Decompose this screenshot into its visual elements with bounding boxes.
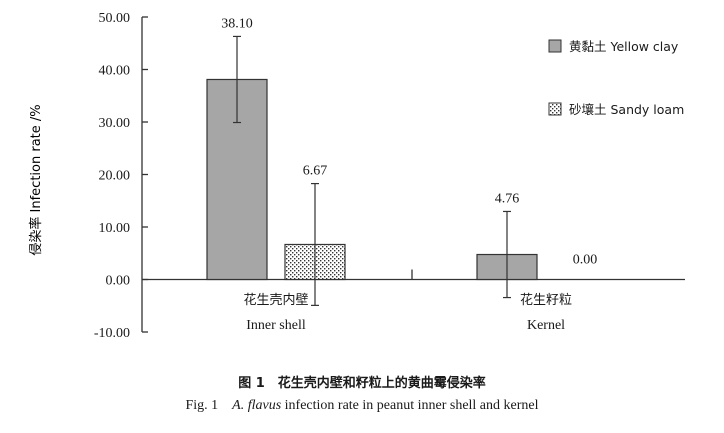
legend-label: 黄黏土 Yellow clay xyxy=(569,39,679,54)
y-tick-label: 40.00 xyxy=(99,64,131,79)
data-label: 38.10 xyxy=(221,16,253,31)
data-label: 6.67 xyxy=(303,164,328,179)
y-tick-label: 30.00 xyxy=(99,116,131,131)
bars: 38.10 4.76 6.67 0.00 xyxy=(206,16,598,306)
y-tick-label: 0.00 xyxy=(106,274,131,289)
legend: 黄黏土 Yellow clay 砂壤土 Sandy loam xyxy=(548,39,684,117)
category-label-cn: 花生壳内壁 xyxy=(243,292,308,308)
y-tick-label: 50.00 xyxy=(99,11,131,26)
x-axis: 花生壳内壁 Inner shell 花生籽粒 Kernel xyxy=(142,269,685,333)
category-label-cn: 花生籽粒 xyxy=(520,292,572,308)
data-label: 0.00 xyxy=(573,253,598,268)
y-tick-label: 10.00 xyxy=(99,221,131,236)
legend-label: 砂壤土 Sandy loam xyxy=(569,102,684,117)
figure-caption-english: Fig. 1 A. flavus infection rate in peanu… xyxy=(0,394,724,414)
legend-swatch xyxy=(548,102,562,116)
data-label: 4.76 xyxy=(495,191,520,206)
caption-suffix: infection rate in peanut inner shell and… xyxy=(281,398,539,413)
y-axis-label: 侵染率 Infection rate /% xyxy=(28,104,44,255)
y-axis: 50.00 40.00 30.00 20.00 10.00 0.00 -10.00 xyxy=(94,11,148,341)
caption-species: A. flavus xyxy=(232,398,282,413)
category-label-en: Inner shell xyxy=(246,318,306,333)
infection-rate-chart: 50.00 40.00 30.00 20.00 10.00 0.00 -10.00 花生壳内… xyxy=(28,11,685,341)
caption-prefix: Fig. 1 xyxy=(185,398,233,413)
figure-caption-chinese: 图 1 花生壳内壁和籽粒上的黄曲霉侵染率 xyxy=(238,376,486,391)
legend-swatch xyxy=(548,39,562,53)
y-tick-label: -10.00 xyxy=(94,326,130,341)
y-tick-label: 20.00 xyxy=(99,169,131,184)
category-label-en: Kernel xyxy=(527,318,565,333)
